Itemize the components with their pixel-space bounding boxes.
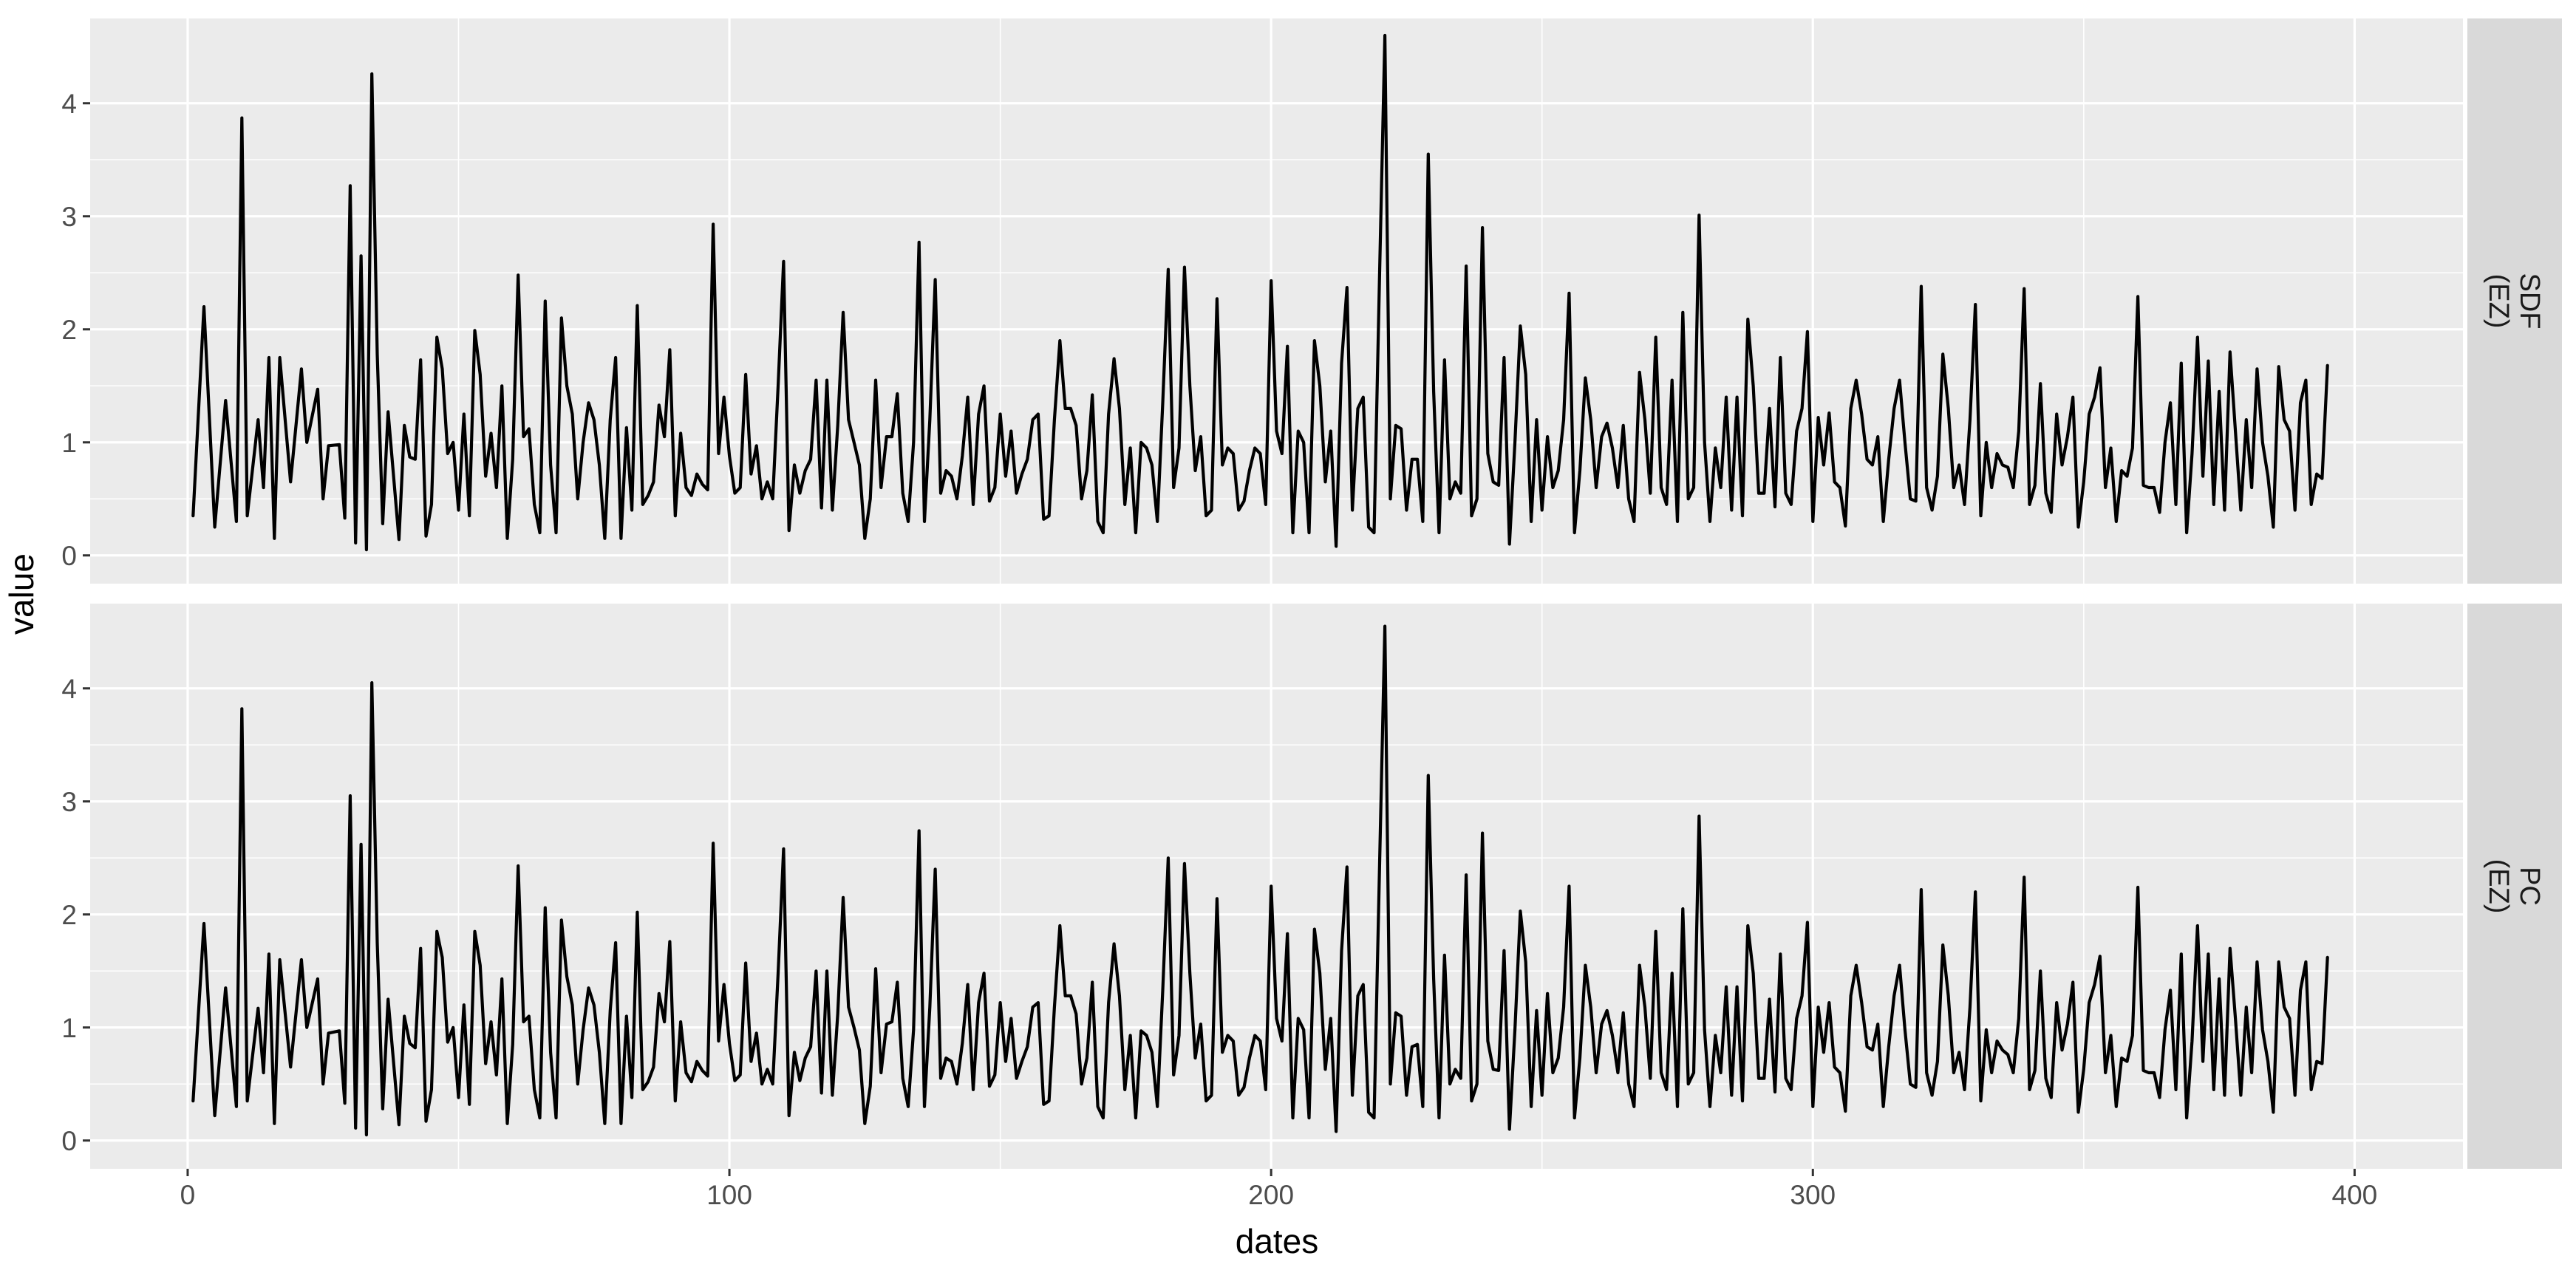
series-line-panel-2 <box>191 624 2329 1137</box>
y-tick-label: 2 <box>61 900 77 930</box>
y-tick-label: 0 <box>61 1126 77 1156</box>
y-tick-label: 2 <box>61 315 77 345</box>
y-tick-label: 4 <box>61 89 77 119</box>
y-tick-label: 4 <box>61 674 77 704</box>
x-axis-title: dates <box>1236 1222 1319 1260</box>
panel-background <box>90 604 2463 1169</box>
facet-strip-label: PC(EZ) <box>2483 859 2545 914</box>
x-tick-label: 300 <box>1790 1180 1836 1210</box>
strip-label-line: PC <box>2514 867 2545 906</box>
y-tick-label: 1 <box>61 428 77 458</box>
series-line-panel-1 <box>191 33 2329 552</box>
facet-strip-label: SDF(EZ) <box>2483 273 2545 330</box>
panel-background <box>90 18 2463 584</box>
facet-strip <box>2467 18 2562 584</box>
x-tick-label: 0 <box>180 1180 196 1210</box>
strip-label-line: (EZ) <box>2483 274 2514 329</box>
facet-strip <box>2467 604 2562 1169</box>
y-tick-label: 3 <box>61 202 77 232</box>
y-tick-label: 1 <box>61 1013 77 1043</box>
facet-panel-1: 0 1 2 3 4 SDF(EZ) <box>61 18 2562 584</box>
y-tick-label: 3 <box>61 787 77 817</box>
strip-label-line: SDF <box>2514 273 2545 330</box>
x-tick-label: 400 <box>2332 1180 2378 1210</box>
x-axis: 0 100 200 300 400 <box>180 1169 2378 1210</box>
x-tick-label: 100 <box>706 1180 752 1210</box>
y-tick-label: 0 <box>61 541 77 571</box>
x-tick-label: 200 <box>1248 1180 1294 1210</box>
y-axis-title: value <box>2 553 41 635</box>
strip-label-line: (EZ) <box>2483 859 2514 914</box>
facet-panel-2: 0 1 2 3 4 PC(EZ) <box>61 604 2562 1169</box>
